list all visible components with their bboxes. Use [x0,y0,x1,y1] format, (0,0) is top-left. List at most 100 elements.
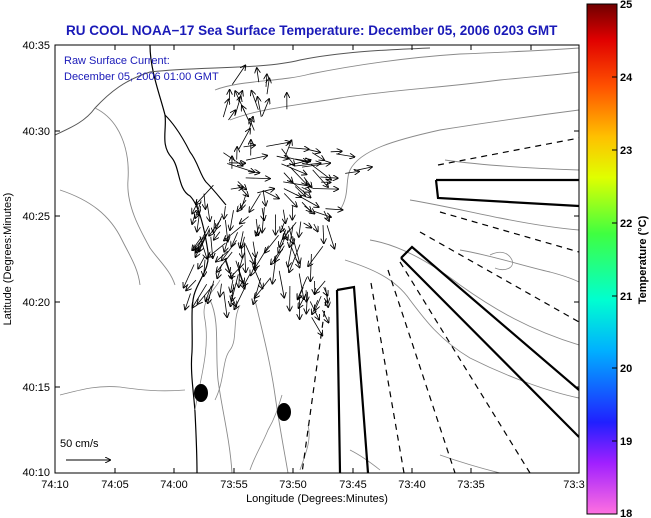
contour-15 [349,449,501,473]
current-vector [301,187,311,191]
contour-8 [409,199,579,231]
current-vector [299,221,301,237]
colorbar-tick-label: 23 [620,145,632,157]
current-vector [227,163,254,173]
colorbar-tick-label: 18 [620,508,632,518]
current-vector [192,283,208,307]
current-vector [322,310,329,322]
current-vector [252,91,259,110]
current-vector [240,242,242,258]
current-vector [198,284,215,304]
current-vector [247,171,259,172]
current-vector [298,273,304,300]
y-tick-label: 40:30 [22,126,50,138]
plot-frame [54,44,580,474]
annotation-line-2: December 05, 2006 01:00 GMT [64,71,219,83]
current-vector [312,189,338,190]
current-vector [336,154,354,157]
contour-6 [344,259,579,399]
current-vector [240,255,243,268]
current-vector [199,236,207,258]
current-vector [298,287,304,299]
x-tick-label: 73:55 [220,479,248,491]
bathymetry-contours [55,45,579,473]
current-vector [257,189,274,194]
current-vector [251,262,257,276]
current-vector [289,244,301,273]
current-vector [207,204,210,221]
current-vector [231,279,233,292]
y-tick-label: 40:10 [22,467,50,479]
current-vector [209,218,222,235]
current-vector [216,250,228,261]
x-axis [54,45,532,473]
current-vector [253,277,262,304]
current-vector [208,242,226,257]
contour-7 [369,239,579,346]
contour-14 [489,251,513,270]
current-vector [223,152,242,166]
current-vector [237,199,247,211]
current-vector [308,246,324,266]
current-vector [232,232,238,246]
current-vector [288,225,294,244]
current-vector [258,97,262,118]
current-vector [307,149,320,152]
current-vector [234,97,241,116]
map-plot-area: 50 cm/s Raw Surface Current: December 05… [2,40,585,505]
current-vector [197,199,199,215]
inlet-coast [164,114,227,206]
y-tick-label: 40:35 [22,40,50,52]
contour-bay-1 [94,107,176,286]
current-vector [217,251,233,272]
contour-13 [59,386,186,396]
coverage-dashed-lines [301,137,579,473]
current-vector [289,148,309,150]
station-marker-2 [277,403,291,421]
current-vector [192,203,198,214]
x-axis-label: Longitude (Degrees:Minutes) [246,493,388,505]
contour-bay-2 [59,189,141,286]
x-tick-label: 73:40 [398,479,426,491]
current-vector [278,270,284,298]
current-vector [287,157,307,163]
figure-title: RU COOL NOAA−17 Sea Surface Temperature:… [66,23,558,38]
current-vector [234,286,246,309]
current-vector [294,186,305,196]
contour-4 [209,299,233,473]
current-vector [186,279,197,290]
current-vector [301,201,311,212]
plot-background [55,45,579,473]
surface-current-vectors [184,66,372,336]
current-vector [220,283,222,297]
y-tick-label: 40:20 [22,297,50,309]
x-tick-label: 74:05 [101,479,129,491]
current-vector [230,268,239,278]
current-vector [224,258,230,273]
scale-arrow: 50 cm/s [60,438,110,460]
current-vector [223,291,227,317]
contour-3 [339,109,579,211]
x-tick-label: 74:00 [160,479,188,491]
current-vector [240,216,249,224]
current-vector [326,225,334,248]
current-vector [345,171,359,173]
current-vector [245,178,270,179]
current-vector [293,163,321,166]
x-tick-label: 73:35 [457,479,485,491]
current-vector [245,244,254,264]
current-vector [276,156,288,159]
current-vector [228,110,236,121]
current-vector [263,190,265,206]
y-axis-label: Latitude (Degrees:Minutes) [2,193,14,326]
current-vector [311,317,323,335]
contour-9 [444,159,579,171]
current-vector [296,194,318,208]
current-vector [290,166,306,184]
current-vector [243,145,255,147]
x-tick-label: 73:3 [563,479,584,491]
current-vector [267,78,269,95]
current-vector [314,223,318,231]
coverage-box-1 [335,285,370,473]
